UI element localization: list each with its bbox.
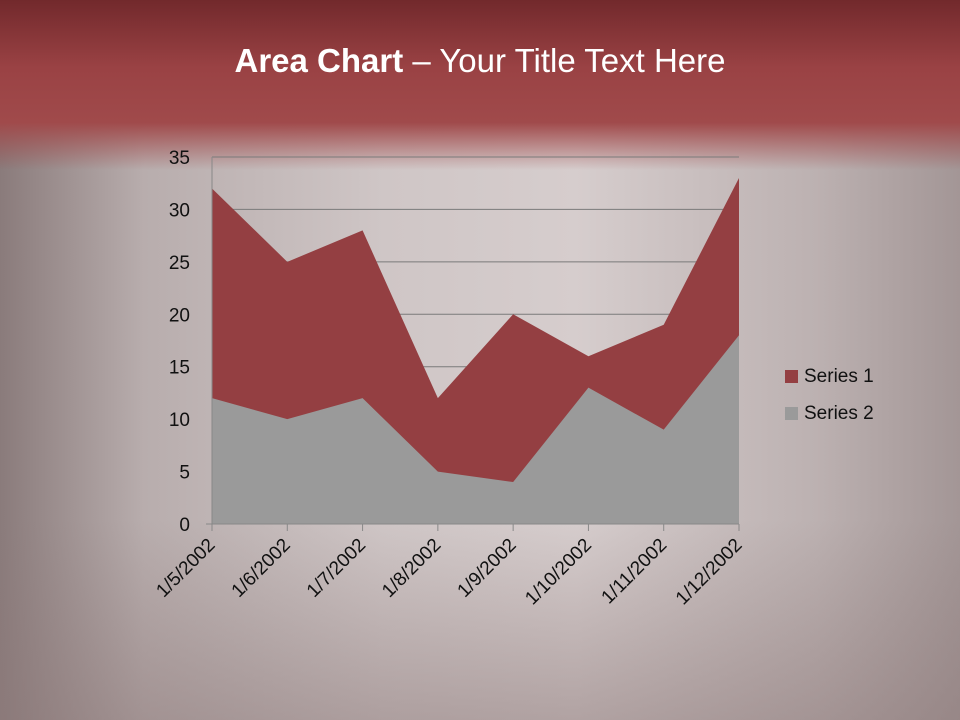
legend-swatch bbox=[785, 407, 798, 420]
legend-label: Series 2 bbox=[804, 402, 874, 424]
y-tick-label: 15 bbox=[169, 358, 190, 379]
legend-label: Series 1 bbox=[804, 365, 874, 387]
x-tick-label: 1/6/2002 bbox=[228, 535, 295, 602]
y-tick-label: 5 bbox=[179, 463, 190, 484]
title-bold: Area Chart bbox=[234, 42, 404, 79]
y-tick-label: 0 bbox=[179, 515, 190, 536]
x-tick-label: 1/8/2002 bbox=[378, 535, 445, 602]
background-photo bbox=[0, 520, 960, 720]
slide-title: Area Chart – Your Title Text Here bbox=[0, 42, 960, 80]
y-tick-label: 30 bbox=[169, 200, 190, 221]
x-tick-label: 1/12/2002 bbox=[672, 535, 747, 610]
y-tick-label: 20 bbox=[169, 305, 190, 326]
y-tick-label: 25 bbox=[169, 253, 190, 274]
y-tick-label: 35 bbox=[169, 148, 190, 169]
legend: Series 1 Series 2 bbox=[785, 358, 874, 432]
title-rest: – Your Title Text Here bbox=[403, 42, 726, 79]
legend-item-series-2: Series 2 bbox=[785, 395, 874, 432]
legend-item-series-1: Series 1 bbox=[785, 358, 874, 395]
x-tick-label: 1/10/2002 bbox=[521, 535, 596, 610]
title-banner bbox=[0, 0, 960, 170]
area-series-2 bbox=[212, 335, 739, 524]
x-tick-label: 1/7/2002 bbox=[303, 535, 370, 602]
x-tick-label: 1/5/2002 bbox=[152, 535, 219, 602]
x-tick-label: 1/11/2002 bbox=[598, 535, 672, 609]
legend-swatch bbox=[785, 370, 798, 383]
x-tick-label: 1/9/2002 bbox=[454, 535, 521, 602]
y-tick-label: 10 bbox=[169, 410, 190, 431]
